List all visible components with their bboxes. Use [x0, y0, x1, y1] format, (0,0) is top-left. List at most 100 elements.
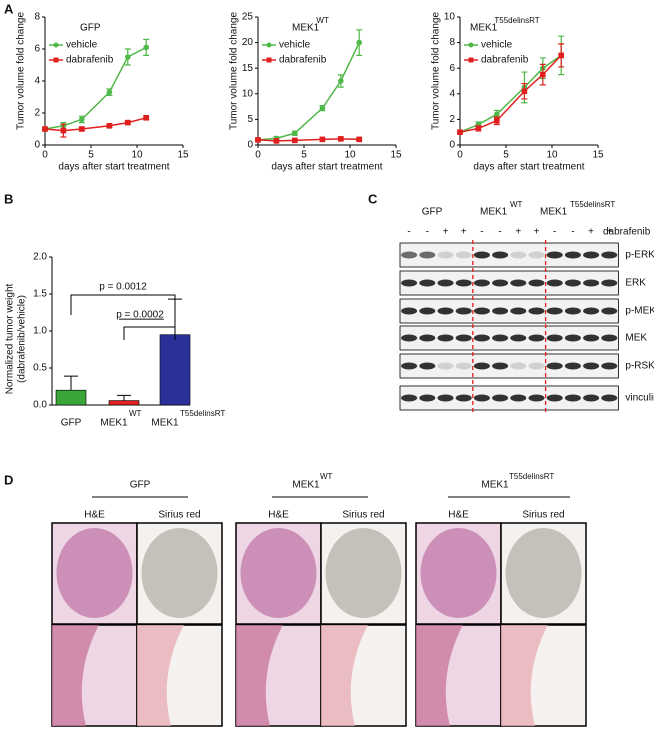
- x-tick-label: GFP: [61, 418, 82, 429]
- x-axis-label: days after start treatment: [271, 162, 382, 173]
- group-label: MEK1: [480, 207, 508, 218]
- blot-band: [510, 334, 527, 342]
- y-tick-label: 8: [449, 37, 455, 48]
- treatment-sign: +: [588, 227, 594, 238]
- x-tick-label: MEK1: [151, 418, 179, 429]
- point: [273, 138, 280, 144]
- treatment-sign: +: [443, 227, 449, 238]
- blot-band: [528, 334, 545, 342]
- point: [540, 71, 546, 78]
- y-tick-label: 0.0: [33, 400, 47, 411]
- tissue: [325, 528, 402, 618]
- group-label: GFP: [422, 207, 443, 218]
- blot-band: [510, 251, 527, 259]
- blot-band: [437, 362, 454, 370]
- y-tick-label: 2: [34, 108, 40, 119]
- tissue: [236, 625, 283, 726]
- tissue: [416, 625, 463, 726]
- annotation: p = 0.0012: [99, 282, 147, 293]
- blot-row-label: p-ERK: [625, 250, 654, 261]
- blot-strip: [399, 298, 619, 324]
- x-tick-label: 10: [131, 150, 143, 161]
- point: [143, 44, 149, 51]
- x-tick-label: 5: [503, 150, 509, 161]
- blot-band: [419, 279, 436, 287]
- group-label: MEK1: [540, 207, 568, 218]
- point: [494, 117, 500, 124]
- series-line: [44, 46, 147, 130]
- blot-band: [601, 279, 618, 287]
- y-tick-label: 6: [449, 63, 455, 74]
- blot-strip: [399, 385, 619, 411]
- blot-band: [419, 394, 436, 402]
- series-line: [257, 138, 360, 142]
- blot-band: [546, 394, 563, 402]
- point: [558, 52, 564, 59]
- bar: [159, 334, 191, 406]
- blot-band: [492, 394, 509, 402]
- bracket: [70, 294, 176, 315]
- tissue: [501, 625, 548, 726]
- blot-band: [492, 251, 509, 259]
- blot-band: [437, 279, 454, 287]
- blot-band: [455, 251, 472, 259]
- blot-band: [601, 251, 618, 259]
- group-superscript: T55delinsRT: [509, 472, 554, 481]
- x-tick-label: 10: [344, 150, 356, 161]
- blot-band: [546, 362, 563, 370]
- blot-strip: [399, 325, 619, 351]
- point: [494, 111, 500, 118]
- point: [319, 105, 326, 111]
- y-axis-label: Normalized tumor weight: [5, 283, 16, 394]
- group-superscript: T55delinsRT: [570, 200, 615, 209]
- y-axis-label: (dabrafenib/vehicle): [17, 295, 28, 383]
- legend-marker: [266, 42, 272, 48]
- blot-band: [528, 362, 545, 370]
- blot-band: [564, 251, 581, 259]
- blot-band: [583, 334, 600, 342]
- legend-marker: [266, 57, 272, 63]
- y-tick-label: 4: [449, 88, 455, 99]
- blot-band: [510, 362, 527, 370]
- x-tick-label: 0: [255, 150, 261, 161]
- x-tick-label: 15: [177, 150, 189, 161]
- blot-band: [583, 251, 600, 259]
- series-line: [459, 54, 562, 133]
- point: [319, 136, 326, 143]
- series-line: [257, 42, 360, 141]
- treatment-sign: -: [571, 227, 574, 238]
- column-label: Sirius red: [522, 510, 564, 521]
- blot-band: [437, 334, 454, 342]
- bracket: [123, 326, 176, 340]
- blot-band: [510, 394, 527, 402]
- treatment-sign: -: [498, 227, 501, 238]
- annotation: p = 0.0002: [116, 310, 164, 321]
- point: [125, 54, 131, 60]
- blot-band: [455, 394, 472, 402]
- blot-band: [564, 334, 581, 342]
- point: [255, 137, 261, 143]
- panel-label: A: [4, 1, 14, 16]
- blot-band: [401, 279, 418, 287]
- tissue: [56, 528, 133, 618]
- column-label: H&E: [268, 510, 289, 521]
- y-tick-label: 1.0: [33, 326, 47, 337]
- blot-band: [473, 251, 490, 259]
- chart-title-superscript: WT: [316, 16, 329, 25]
- series-line: [44, 117, 147, 132]
- y-tick-label: 8: [34, 12, 40, 23]
- blot-band: [455, 279, 472, 287]
- y-tick-label: 10: [242, 88, 254, 99]
- chart-title-superscript: T55delinsRT: [494, 16, 539, 25]
- y-tick-label: 25: [242, 12, 254, 23]
- blot-band: [401, 334, 418, 342]
- blot-band: [583, 362, 600, 370]
- blot-band: [473, 394, 490, 402]
- blot-band: [564, 362, 581, 370]
- blot-band: [419, 362, 436, 370]
- y-tick-label: 20: [242, 37, 254, 48]
- y-axis-label: Tumor volume fold change: [229, 12, 240, 130]
- y-tick-label: 0: [449, 140, 455, 151]
- point: [475, 125, 482, 132]
